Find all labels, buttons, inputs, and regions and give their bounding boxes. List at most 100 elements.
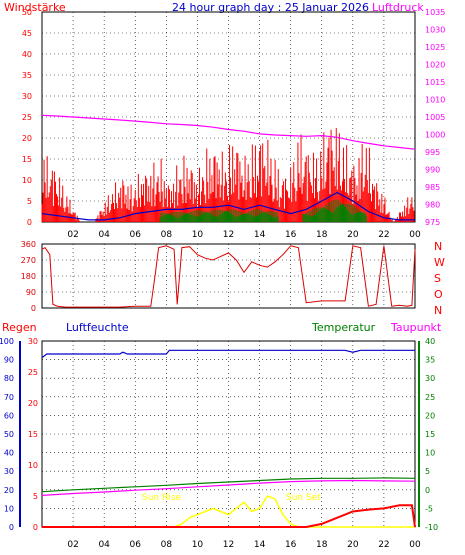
rain-line <box>42 504 416 528</box>
pressure-y-tick: 1030 <box>425 26 445 35</box>
x-tick-label: 10 <box>192 230 204 240</box>
pressure-y-tick: 1025 <box>425 43 445 52</box>
temperature-y-tick: 10 <box>425 449 435 458</box>
rain-axis-title: Regen <box>2 321 37 334</box>
x-tick-label: 14 <box>254 540 266 550</box>
pressure-y-tick: 1010 <box>425 96 445 105</box>
humidity-y-tick: 100 <box>0 337 14 346</box>
x-tick-label: 22 <box>378 540 389 550</box>
x-tick-label: 06 <box>130 540 142 550</box>
humidity-y-tick: 50 <box>4 430 14 439</box>
wind-y-tick: 35 <box>22 71 32 80</box>
temperature-y-tick: 5 <box>425 467 430 476</box>
temperature-y-tick: 30 <box>425 374 435 383</box>
sunrise-label: Sun Rise <box>142 493 181 503</box>
direction-right-tick: S <box>434 272 441 285</box>
temperature-axis-title: Temperatur <box>311 321 376 334</box>
temperature-y-tick: 40 <box>425 337 435 346</box>
pressure-y-tick: 980 <box>425 201 440 210</box>
x-tick-label: 10 <box>192 540 204 550</box>
humidity-axis-title: Luftfeuchte <box>66 321 129 334</box>
wind-axis-title: Windstärke <box>4 1 66 14</box>
pressure-y-tick: 1020 <box>425 61 445 70</box>
x-tick-label: 08 <box>161 540 173 550</box>
pressure-y-tick: 1035 <box>425 8 445 17</box>
x-tick-label: 00 <box>409 230 421 240</box>
humidity-y-tick: 40 <box>4 449 14 458</box>
x-tick-label: 20 <box>347 540 359 550</box>
temperature-y-tick: 35 <box>425 356 435 365</box>
sun-line <box>42 495 415 528</box>
direction-right-tick: O <box>434 288 443 301</box>
x-tick-label: 08 <box>161 230 173 240</box>
x-tick-label: 12 <box>223 540 234 550</box>
tick-layer: 02 04 06 08 10 12 14 16 18 20 22 005045403530252015… <box>0 8 445 550</box>
x-tick-label: 06 <box>130 230 142 240</box>
rain-y-tick: 0 <box>33 523 38 532</box>
pressure-y-tick: 975 <box>425 218 440 227</box>
chart-title: 24 hour graph day : 25 Januar 2026 <box>172 1 369 14</box>
humidity-y-tick: 90 <box>4 356 14 365</box>
x-tick-label: 20 <box>347 230 359 240</box>
wind-y-tick: 5 <box>27 197 32 206</box>
humidity-y-tick: 30 <box>4 467 14 476</box>
pressure-y-tick: 995 <box>425 148 440 157</box>
pressure-y-tick: 990 <box>425 166 440 175</box>
humidity-line <box>41 349 415 359</box>
x-tick-label: 02 <box>67 540 78 550</box>
sunset-label: Sun Set <box>286 493 321 503</box>
temperature-line <box>41 477 416 493</box>
pressure-y-tick: 985 <box>425 183 440 192</box>
direction-y-tick: 90 <box>26 288 36 297</box>
pressure-line <box>41 114 416 150</box>
temperature-y-tick: 0 <box>425 486 430 495</box>
x-tick-label: 00 <box>409 540 421 550</box>
x-tick-label: 12 <box>223 230 234 240</box>
direction-right-tick: N <box>434 240 442 253</box>
direction-right-tick: N <box>434 304 442 317</box>
dewpoint-line <box>41 479 416 496</box>
x-tick-label: 16 <box>285 540 297 550</box>
wind-y-tick: 50 <box>22 8 32 17</box>
x-tick-label: 22 <box>378 230 389 240</box>
humidity-y-tick: 60 <box>4 411 14 420</box>
grid-layer <box>42 12 415 527</box>
x-tick-label: 18 <box>316 230 328 240</box>
wind-y-tick: 40 <box>22 50 32 59</box>
humidity-y-tick: 0 <box>9 523 14 532</box>
rain-y-tick: 25 <box>28 368 38 377</box>
humidity-y-tick: 10 <box>4 504 14 513</box>
x-tick-label: 04 <box>98 230 110 240</box>
wind-y-tick: 20 <box>22 134 32 143</box>
direction-y-tick: 360 <box>21 240 36 249</box>
x-tick-label: 02 <box>67 230 78 240</box>
direction-y-tick: 0 <box>31 304 36 313</box>
wind-y-tick: 15 <box>22 155 32 164</box>
humidity-y-tick: 80 <box>4 374 14 383</box>
direction-y-tick: 180 <box>21 272 36 281</box>
rain-y-tick: 10 <box>28 461 38 470</box>
pressure-y-tick: 1000 <box>425 131 445 140</box>
x-tick-label: 14 <box>254 230 266 240</box>
temperature-y-tick: -5 <box>425 504 433 513</box>
pressure-y-tick: 1005 <box>425 113 445 122</box>
temperature-y-tick: 20 <box>425 411 435 420</box>
humidity-y-tick: 20 <box>4 486 14 495</box>
wind-y-tick: 10 <box>22 176 32 185</box>
direction-right-tick: W <box>434 256 445 269</box>
wind-y-tick: 45 <box>22 29 32 38</box>
wind-average-line <box>41 191 415 221</box>
x-tick-label: 16 <box>285 230 297 240</box>
wind-y-tick: 25 <box>22 113 32 122</box>
temperature-y-tick: 15 <box>425 430 435 439</box>
direction-y-tick: 270 <box>21 256 36 265</box>
rain-y-tick: 5 <box>33 492 38 501</box>
wind-y-tick: 30 <box>22 92 32 101</box>
pressure-y-tick: 1015 <box>425 78 445 87</box>
direction-line <box>41 245 416 308</box>
rain-y-tick: 20 <box>28 399 38 408</box>
temperature-y-tick: 25 <box>425 393 435 402</box>
rain-y-tick: 30 <box>28 337 38 346</box>
temperature-y-tick: -10 <box>425 523 438 532</box>
